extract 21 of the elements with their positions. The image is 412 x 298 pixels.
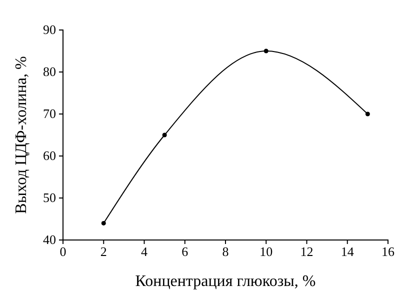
x-tick-label: 14 (340, 244, 354, 260)
y-tick-label: 70 (43, 106, 56, 122)
x-tick-label: 10 (260, 244, 273, 260)
y-tick-label: 50 (43, 190, 56, 206)
point (365, 112, 370, 116)
x-tick-label: 2 (100, 244, 107, 260)
x-axis-title: Концентрация глюкозы, % (135, 273, 316, 290)
y-tick-label: 80 (43, 64, 56, 80)
point (162, 132, 167, 138)
y-tick-label: 90 (43, 22, 56, 38)
x-tick-label: 16 (382, 244, 395, 260)
x-tick-label: 4 (141, 244, 148, 260)
y-tick-label: 40 (43, 232, 56, 248)
x-tick-label: 0 (60, 244, 66, 260)
x-tick-label: 8 (222, 244, 229, 260)
point (264, 48, 268, 54)
x-tick-label: 6 (182, 244, 189, 260)
point (101, 220, 106, 226)
x-tick-label: 12 (300, 244, 314, 260)
y-tick-label: 60 (43, 148, 56, 164)
y-axis-title: Выход ЦДФ-холина, % (13, 56, 30, 214)
